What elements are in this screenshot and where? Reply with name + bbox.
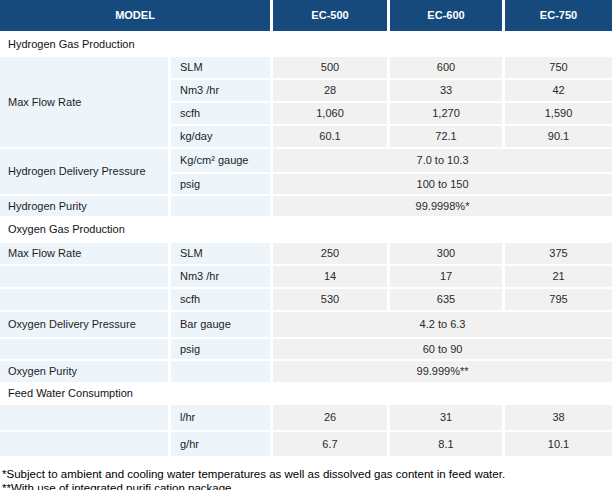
value-cell: 10.1 xyxy=(505,432,615,458)
value-cell: 1,270 xyxy=(390,103,505,126)
value-cell: 375 xyxy=(505,243,615,266)
hydrogen-delivery-pressure-label: Hydrogen Delivery Pressure xyxy=(0,149,171,196)
table-row: Oxygen Delivery Pressure Bar gauge 4.2 t… xyxy=(0,312,615,339)
spec-table: MODEL EC-500 EC-600 EC-750 Hydrogen Gas … xyxy=(0,0,615,458)
hydrogen-max-flow-label: Max Flow Rate xyxy=(0,57,171,149)
section-row-feed-water: Feed Water Consumption xyxy=(0,384,615,405)
value-cell: 795 xyxy=(505,289,615,312)
unit-slm: SLM xyxy=(171,243,273,266)
table-row: Oxygen Purity 99.999%** xyxy=(0,361,615,384)
empty-label-cell xyxy=(0,266,171,289)
value-cell: 250 xyxy=(273,243,390,266)
table-row: scfh 530 635 795 xyxy=(0,289,615,312)
value-cell: 60.1 xyxy=(273,126,390,149)
unit-lhr: l/hr xyxy=(171,405,273,432)
value-cell: 21 xyxy=(505,266,615,289)
table-row: Hydrogen Delivery Pressure Kg/cm² gauge … xyxy=(0,149,615,174)
unit-ghr: g/hr xyxy=(171,432,273,458)
section-row-hydrogen: Hydrogen Gas Production xyxy=(0,34,615,57)
unit-slm: SLM xyxy=(171,57,273,80)
footnotes: *Subject to ambient and cooling water te… xyxy=(0,467,615,490)
value-cell: 500 xyxy=(273,57,390,80)
value-cell: 31 xyxy=(390,405,505,432)
value-cell: 6.7 xyxy=(273,432,390,458)
unit-scfh: scfh xyxy=(171,289,273,312)
empty-label-cell xyxy=(0,339,171,361)
value-cell: 33 xyxy=(390,80,505,103)
value-cell: 90.1 xyxy=(505,126,615,149)
merged-value-cell: 4.2 to 6.3 xyxy=(273,312,615,339)
unit-bar-gauge: Bar gauge xyxy=(171,312,273,339)
merged-value-cell: 7.0 to 10.3 xyxy=(273,149,615,174)
empty-unit-cell xyxy=(171,361,273,384)
value-cell: 28 xyxy=(273,80,390,103)
value-cell: 8.1 xyxy=(390,432,505,458)
value-cell: 300 xyxy=(390,243,505,266)
value-cell: 26 xyxy=(273,405,390,432)
value-cell: 1,590 xyxy=(505,103,615,126)
header-ec750: EC-750 xyxy=(505,0,615,34)
value-cell: 1,060 xyxy=(273,103,390,126)
table-row: l/hr 26 31 38 xyxy=(0,405,615,432)
footnote-purification: **With use of integrated purifi cation p… xyxy=(2,481,615,490)
header-ec600: EC-600 xyxy=(390,0,505,34)
section-title-oxygen: Oxygen Gas Production xyxy=(0,218,615,243)
footnote-subject: *Subject to ambient and cooling water te… xyxy=(2,467,615,481)
table-row: Hydrogen Purity 99.9998%* xyxy=(0,196,615,218)
table-row: g/hr 6.7 8.1 10.1 xyxy=(0,432,615,458)
value-cell: 530 xyxy=(273,289,390,312)
header-model: MODEL xyxy=(0,0,273,34)
empty-label-cell xyxy=(0,432,171,458)
value-cell: 635 xyxy=(390,289,505,312)
merged-value-cell: 99.9998%* xyxy=(273,196,615,218)
value-cell: 17 xyxy=(390,266,505,289)
value-cell: 14 xyxy=(273,266,390,289)
unit-nm3: Nm3 /hr xyxy=(171,266,273,289)
table-row: Max Flow Rate SLM 500 600 750 xyxy=(0,57,615,80)
merged-value-cell: 60 to 90 xyxy=(273,339,615,361)
section-row-oxygen: Oxygen Gas Production xyxy=(0,218,615,243)
oxygen-purity-label: Oxygen Purity xyxy=(0,361,171,384)
value-cell: 72.1 xyxy=(390,126,505,149)
value-cell: 38 xyxy=(505,405,615,432)
merged-value-cell: 99.999%** xyxy=(273,361,615,384)
section-title-feed-water: Feed Water Consumption xyxy=(0,384,615,405)
value-cell: 750 xyxy=(505,57,615,80)
unit-psig: psig xyxy=(171,339,273,361)
empty-label-cell xyxy=(0,405,171,432)
unit-scfh: scfh xyxy=(171,103,273,126)
section-title-hydrogen: Hydrogen Gas Production xyxy=(0,34,615,57)
header-ec500: EC-500 xyxy=(273,0,390,34)
unit-kgcm2-gauge: Kg/cm² gauge xyxy=(171,149,273,174)
table-row: Max Flow Rate SLM 250 300 375 xyxy=(0,243,615,266)
unit-nm3: Nm3 /hr xyxy=(171,80,273,103)
table-row: psig 60 to 90 xyxy=(0,339,615,361)
oxygen-max-flow-label: Max Flow Rate xyxy=(0,243,171,266)
merged-value-cell: 100 to 150 xyxy=(273,174,615,196)
oxygen-delivery-pressure-label: Oxygen Delivery Pressure xyxy=(0,312,171,339)
table-row: Nm3 /hr 14 17 21 xyxy=(0,266,615,289)
hydrogen-purity-label: Hydrogen Purity xyxy=(0,196,171,218)
empty-label-cell xyxy=(0,289,171,312)
unit-psig: psig xyxy=(171,174,273,196)
empty-unit-cell xyxy=(171,196,273,218)
header-row: MODEL EC-500 EC-600 EC-750 xyxy=(0,0,615,34)
value-cell: 42 xyxy=(505,80,615,103)
value-cell: 600 xyxy=(390,57,505,80)
unit-kgday: kg/day xyxy=(171,126,273,149)
